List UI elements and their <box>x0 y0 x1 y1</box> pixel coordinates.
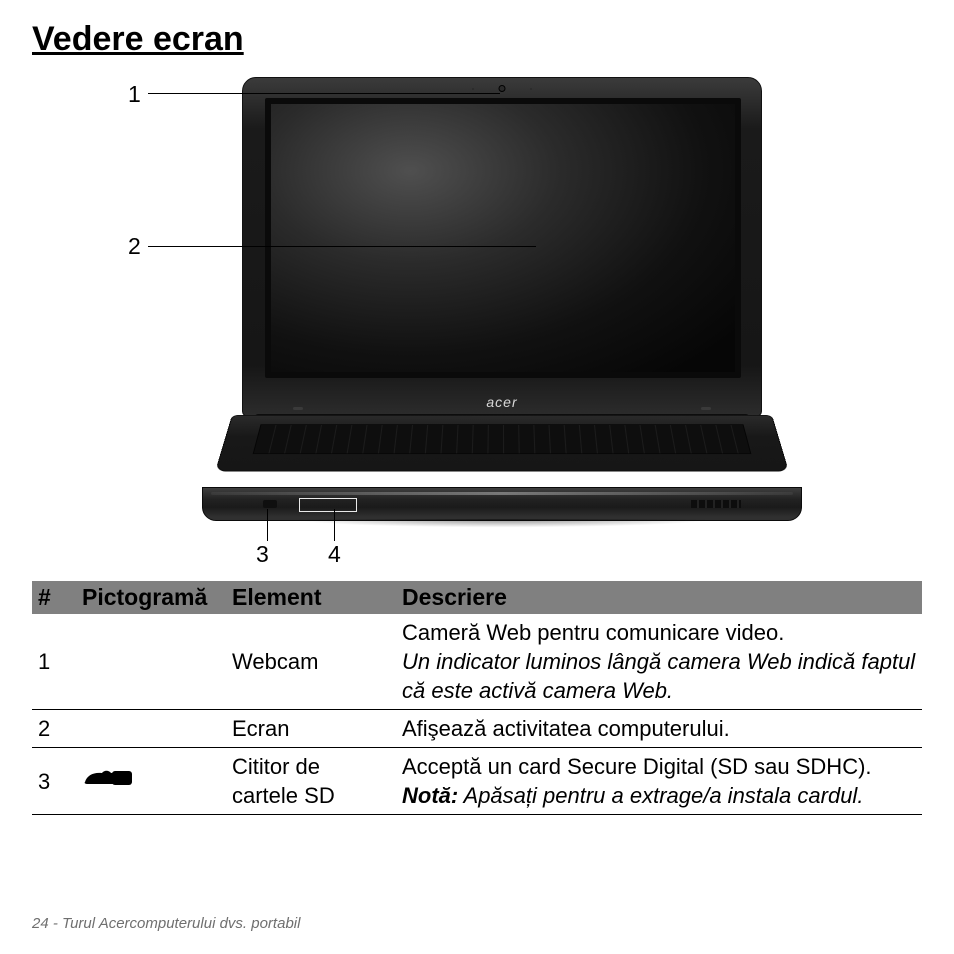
cell-num: 1 <box>32 614 76 710</box>
cell-element: Cititor de cartele SD <box>226 748 396 815</box>
front-latch <box>263 500 277 508</box>
callout-number-3: 3 <box>256 541 269 568</box>
brand-logo: acer <box>486 394 517 410</box>
table-header-row: # Pictogramă Element Descriere <box>32 581 922 614</box>
nota-label: Notă: <box>402 783 458 808</box>
sd-slot-highlight <box>299 498 357 512</box>
footer-text: Turul Acercomputerului dvs. portabil <box>62 915 300 932</box>
cell-element: Ecran <box>226 710 396 748</box>
cell-desc: Acceptă un card Secure Digital (SD sau S… <box>396 748 922 815</box>
desc-plain: Acceptă un card Secure Digital (SD sau S… <box>402 754 872 779</box>
page-footer: 24 - Turul Acercomputerului dvs. portabi… <box>32 915 300 932</box>
nota-text: Apăsați pentru a extrage/a instala cardu… <box>458 783 863 808</box>
desc-plain: Afişează activitatea computerului. <box>402 716 730 741</box>
page-title: Vedere ecran <box>32 20 922 59</box>
desc-italic: Un indicator luminos lângă camera Web in… <box>402 649 915 703</box>
cell-num: 3 <box>32 748 76 815</box>
th-icon: Pictogramă <box>76 581 226 614</box>
cell-icon <box>76 614 226 710</box>
table-row: 3 Cititor de cartele SD Acceptă un card … <box>32 748 922 815</box>
laptop-diagram: acer 1 2 3 4 <box>32 71 922 571</box>
cell-desc: Cameră Web pentru comunicare video. Un i… <box>396 614 922 710</box>
cell-num: 2 <box>32 710 76 748</box>
cell-icon <box>76 748 226 815</box>
callout-number-2: 2 <box>128 233 141 260</box>
sd-icon <box>82 767 136 789</box>
table-row: 2 Ecran Afişează activitatea computerulu… <box>32 710 922 748</box>
table-row: 1 Webcam Cameră Web pentru comunicare vi… <box>32 614 922 710</box>
th-num: # <box>32 581 76 614</box>
cell-element: Webcam <box>226 614 396 710</box>
laptop-illustration: acer <box>202 77 802 517</box>
desc-plain: Cameră Web pentru comunicare video. <box>402 620 784 645</box>
th-element: Element <box>226 581 396 614</box>
spec-table: # Pictogramă Element Descriere 1 Webcam … <box>32 581 922 815</box>
cell-icon <box>76 710 226 748</box>
callout-number-1: 1 <box>128 81 141 108</box>
cell-desc: Afişează activitatea computerului. <box>396 710 922 748</box>
footer-page: 24 - <box>32 915 62 932</box>
webcam-dot <box>500 86 505 91</box>
callout-number-4: 4 <box>328 541 341 568</box>
th-desc: Descriere <box>396 581 922 614</box>
